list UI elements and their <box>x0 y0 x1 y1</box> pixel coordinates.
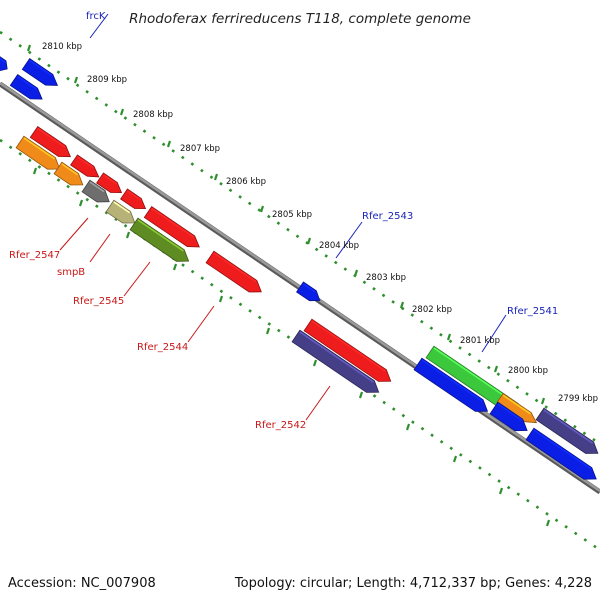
gene-label-rfer-2544: Rfer_2544 <box>137 342 188 353</box>
gene-red-big[interactable] <box>303 318 392 382</box>
gene-red-2[interactable] <box>70 154 100 178</box>
gene-red-big-highlight <box>311 320 386 372</box>
gene-label-rfer-2541: Rfer_2541 <box>507 306 558 317</box>
gene-red-4[interactable] <box>120 188 147 210</box>
gene-blue-right-3-highlight <box>497 403 523 421</box>
gene-label-rfer-2545: Rfer_2545 <box>73 296 124 307</box>
gene-red-4-highlight <box>126 190 141 201</box>
gene-label-rfer-2542: Rfer_2542 <box>255 420 306 431</box>
gene-label-rfer-2543: Rfer_2543 <box>362 211 413 222</box>
gene-rfer-2544[interactable] <box>205 250 262 293</box>
gene-rfer-2545-highlight <box>113 201 131 214</box>
gene-frcK[interactable] <box>21 58 59 86</box>
tick-marks-lower <box>32 167 551 527</box>
callout-lines <box>59 13 507 421</box>
gene-label-smpB: smpB <box>57 267 85 278</box>
gene-olive[interactable] <box>129 217 190 262</box>
tick-label-2801: 2801 kbp <box>460 336 500 346</box>
gene-orange-2[interactable] <box>53 161 84 186</box>
gene-rfer-2542[interactable] <box>291 329 380 393</box>
gene-rfer-2547[interactable] <box>15 135 61 170</box>
tick-label-2810: 2810 kbp <box>42 42 82 52</box>
gene-label-frcK: frcK <box>86 11 106 22</box>
tick-label-2799: 2799 kbp <box>558 394 598 404</box>
gene-blue-left-2[interactable] <box>9 74 43 100</box>
gene-orange-2-highlight <box>61 163 79 176</box>
gene-label-rfer-2547: Rfer_2547 <box>9 250 60 261</box>
tick-label-2806: 2806 kbp <box>226 177 266 187</box>
tick-label-2804: 2804 kbp <box>319 241 359 251</box>
gene-blue-right-4[interactable] <box>525 427 597 480</box>
tick-marks-upper <box>26 44 546 405</box>
gene-rfer-2544-highlight <box>213 252 257 283</box>
genome-summary-text: Topology: circular; Length: 4,712,337 bp… <box>234 576 592 591</box>
gene-blue-right-4-highlight <box>533 429 592 470</box>
gene-blue-left-2-highlight <box>17 75 38 91</box>
gene-smpB-highlight <box>89 181 105 193</box>
gene-blue-top-left[interactable] <box>0 55 8 72</box>
gene-blue-right-2-highlight <box>421 359 483 402</box>
accession-text: Accession: NC_007908 <box>8 576 156 591</box>
tick-label-2802: 2802 kbp <box>412 305 452 315</box>
gene-blue-right-3[interactable] <box>489 401 528 432</box>
gene-smpB[interactable] <box>81 179 110 203</box>
gene-red-5[interactable] <box>143 206 200 248</box>
gene-rfer-2547-highlight <box>23 137 55 160</box>
gene-rfer-2542-highlight <box>299 331 374 383</box>
gene-rfer-2543-highlight <box>302 283 316 293</box>
gene-orange-right[interactable] <box>496 392 538 424</box>
tick-label-2803: 2803 kbp <box>366 273 406 283</box>
gene-orange-right-highlight <box>502 394 531 415</box>
gene-red-2-highlight <box>76 156 94 169</box>
gene-blue-top-left-highlight <box>0 57 6 63</box>
tick-track-lower <box>0 138 600 552</box>
tick-label-2805: 2805 kbp <box>272 210 312 220</box>
tick-label-2809: 2809 kbp <box>87 75 127 85</box>
gene-red-3-highlight <box>102 174 117 185</box>
gene-blue-right-2[interactable] <box>413 357 489 412</box>
gene-rfer-2543[interactable] <box>296 281 321 302</box>
gene-blue-right-1-highlight <box>543 409 594 444</box>
gene-blue-right-1[interactable] <box>535 407 599 454</box>
gene-red-1-highlight <box>37 127 66 148</box>
tick-label-2808: 2808 kbp <box>133 110 173 120</box>
map-title: Rhodoferax ferrireducens T118, complete … <box>129 11 471 27</box>
tick-label-2800: 2800 kbp <box>508 366 548 376</box>
gene-red-1[interactable] <box>29 126 72 158</box>
gene-red-5-highlight <box>151 207 195 238</box>
gene-olive-highlight <box>137 219 184 252</box>
tick-track-upper <box>0 30 600 446</box>
gene-red-3[interactable] <box>96 172 123 194</box>
tick-label-2807: 2807 kbp <box>180 144 220 154</box>
gene-rfer-2545[interactable] <box>105 199 136 224</box>
gene-frcK-highlight <box>29 59 53 77</box>
